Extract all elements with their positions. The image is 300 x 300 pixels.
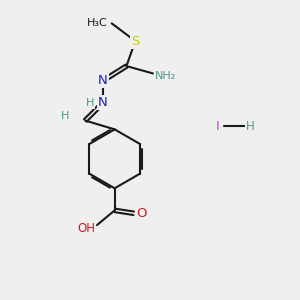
Text: N: N [98,74,108,87]
Text: NH₂: NH₂ [154,71,176,81]
Text: H: H [60,111,69,121]
Text: OH: OH [77,221,95,235]
Text: N: N [98,96,108,110]
Text: H: H [246,120,254,133]
Text: H₃C: H₃C [87,18,107,28]
Text: S: S [131,34,140,48]
Text: O: O [136,207,146,220]
Text: I: I [216,120,220,133]
Text: H: H [85,98,94,108]
Text: OH: OH [77,223,95,236]
